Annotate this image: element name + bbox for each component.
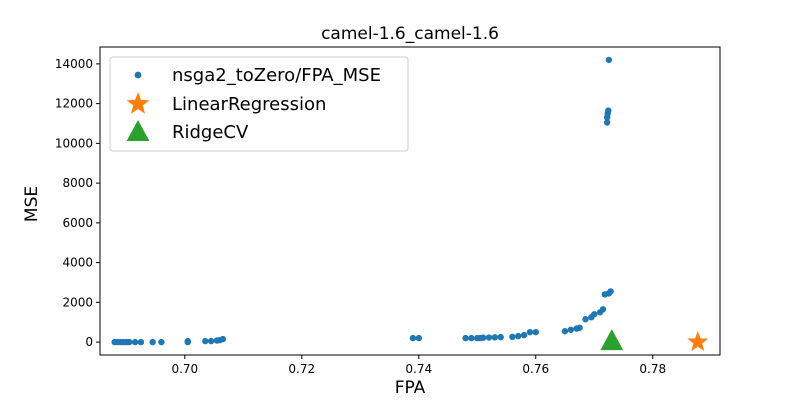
chart-title: camel-1.6_camel-1.6 xyxy=(321,24,499,44)
y-axis: 0 2000 4000 6000 8000 10000 12000 14000 xyxy=(55,57,100,349)
plot-frame xyxy=(99,46,721,356)
x-tick-label: 0.78 xyxy=(639,362,666,376)
data-point xyxy=(409,334,417,342)
data-point xyxy=(605,56,613,64)
data-point xyxy=(479,334,487,341)
data-point xyxy=(497,333,504,341)
legend-label: LinearRegression xyxy=(172,94,326,115)
data-point xyxy=(600,329,624,351)
legend-marker xyxy=(126,120,150,141)
y-axis-label: MSE xyxy=(22,186,42,222)
y-tick-label: 14000 xyxy=(55,57,93,71)
data-point xyxy=(509,333,516,341)
data-point xyxy=(468,334,475,342)
data-point xyxy=(131,338,139,346)
y-tick-label: 4000 xyxy=(62,256,93,270)
data-point xyxy=(491,334,499,341)
y-tick-label: 6000 xyxy=(62,216,93,230)
legend-item: nsga2_toZero/FPA_MSE xyxy=(134,65,381,86)
data-point xyxy=(515,332,522,340)
legend-label: nsga2_toZero/FPA_MSE xyxy=(172,65,381,86)
legend-item: RidgeCV xyxy=(126,120,249,143)
data-point xyxy=(184,337,191,345)
x-tick-label: 0.76 xyxy=(522,362,549,376)
data-point xyxy=(126,338,133,346)
data-point xyxy=(607,288,614,295)
data-point xyxy=(561,327,569,335)
data-point xyxy=(567,326,575,333)
x-axis-label: FPA xyxy=(395,378,426,398)
y-tick-label: 10000 xyxy=(55,136,93,150)
legend-marker xyxy=(126,92,150,114)
data-point xyxy=(149,338,156,346)
y-tick-label: 2000 xyxy=(62,295,93,309)
data-point xyxy=(137,338,145,346)
legend-marker xyxy=(134,71,142,79)
y-tick-label: 8000 xyxy=(62,176,93,190)
x-tick-label: 0.74 xyxy=(405,362,432,376)
data-point xyxy=(605,107,612,114)
legend-label: RidgeCV xyxy=(172,122,249,143)
data-point xyxy=(591,311,598,318)
legend-item: LinearRegression xyxy=(126,92,326,115)
x-tick-label: 0.72 xyxy=(288,362,315,376)
data-marks xyxy=(111,56,709,351)
x-axis: 0.70 0.72 0.74 0.76 0.78 xyxy=(171,355,666,376)
data-point xyxy=(582,316,589,323)
data-point xyxy=(207,337,215,345)
data-point xyxy=(687,331,709,351)
data-point xyxy=(576,324,583,331)
data-point xyxy=(599,306,607,313)
data-point xyxy=(526,328,534,336)
legend-box xyxy=(109,56,409,152)
x-tick-label: 0.70 xyxy=(171,362,198,376)
data-point xyxy=(219,335,227,343)
data-point xyxy=(158,338,165,346)
y-tick-label: 0 xyxy=(85,335,93,349)
data-point xyxy=(520,331,528,339)
data-point xyxy=(532,328,539,336)
data-point xyxy=(603,119,611,126)
data-point xyxy=(485,334,493,341)
legend: nsga2_toZero/FPA_MSE LinearRegression Ridg… xyxy=(109,56,409,152)
y-tick-label: 12000 xyxy=(55,97,93,111)
data-point xyxy=(415,334,422,342)
data-point xyxy=(202,337,209,345)
data-point xyxy=(462,334,469,342)
